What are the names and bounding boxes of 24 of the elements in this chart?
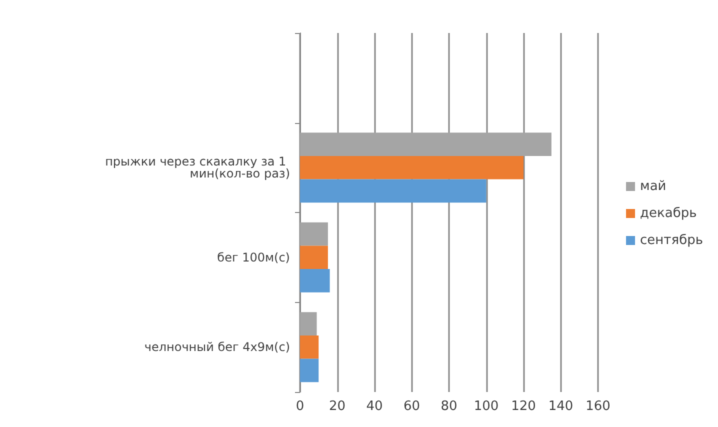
bar: [300, 246, 328, 270]
bar: [300, 132, 552, 156]
bar: [300, 156, 524, 180]
y-tick-label: прыжки через скакалку за 1 мин(кол-во раз): [105, 154, 290, 181]
y-tick-label: бег 100м(с): [217, 250, 290, 264]
bar: [300, 269, 330, 292]
x-tick-label: 40: [366, 399, 383, 414]
bar: [300, 312, 317, 336]
x-tick-label: 20: [328, 399, 346, 414]
x-tick-label: 160: [586, 399, 610, 414]
y-tick-label: челночный бег 4х9м(с): [144, 340, 290, 354]
bar: [300, 358, 319, 382]
x-tick-label: 100: [474, 399, 499, 414]
x-tick-label: 140: [548, 399, 574, 414]
x-tick-label: 0: [296, 399, 304, 414]
bar: [300, 335, 319, 359]
x-tick-label: 80: [440, 399, 458, 414]
legend-label: май: [640, 179, 666, 194]
x-tick-label: 60: [403, 399, 420, 414]
bar: [300, 179, 486, 203]
legend-label: декабрь: [640, 206, 697, 221]
bar: [300, 222, 328, 246]
legend-label: сентябрь: [640, 233, 703, 248]
x-tick-label: 120: [511, 399, 536, 414]
